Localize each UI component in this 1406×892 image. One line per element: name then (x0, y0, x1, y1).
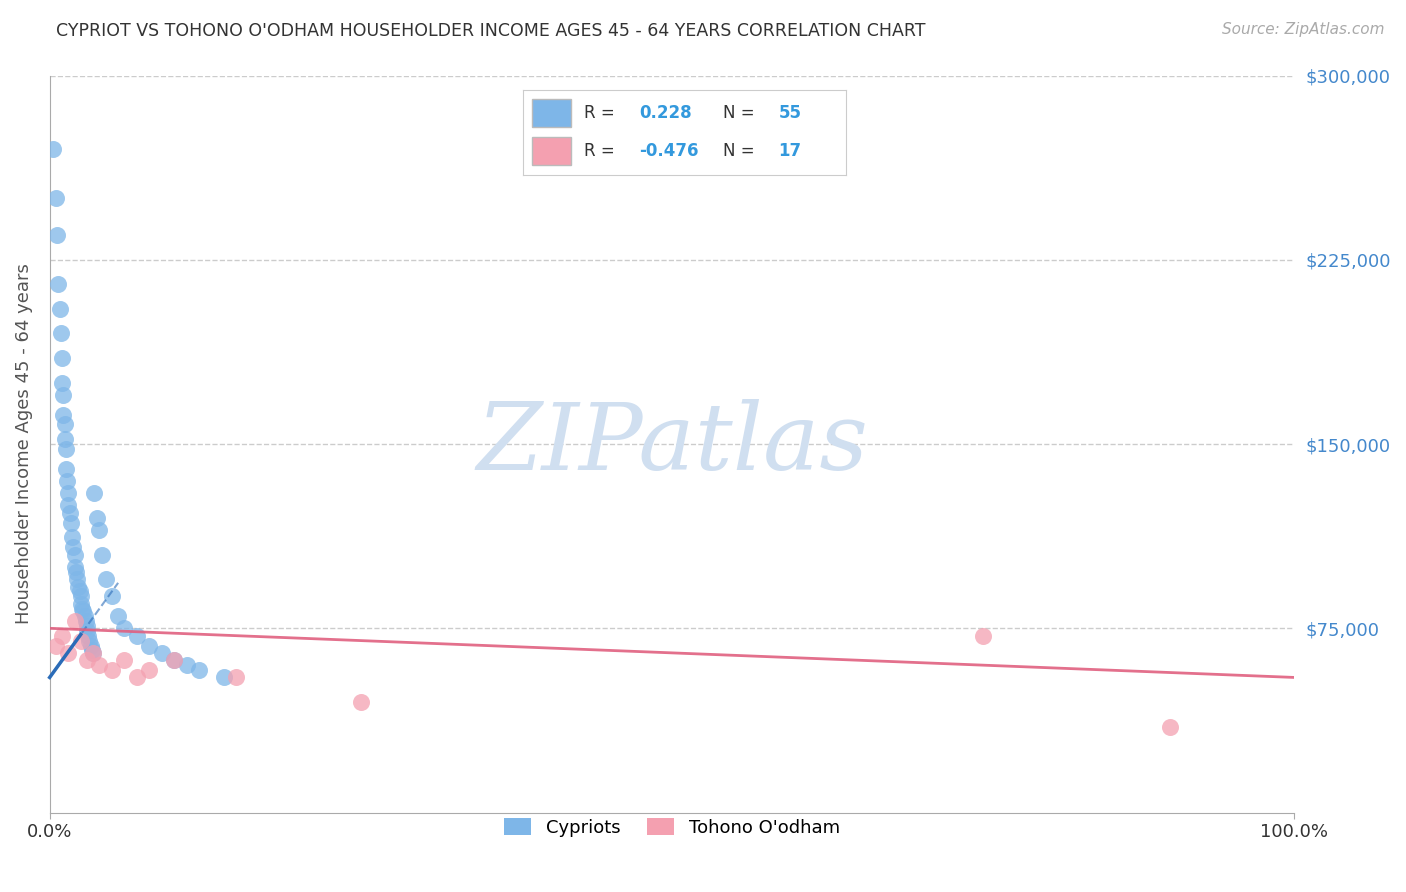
Point (65, 565, 87, 579)
Point (59, 516, 82, 530)
Point (58, 506, 80, 520)
Point (101, 663, 124, 677)
Point (79, 633, 101, 648)
Point (125, 670, 148, 684)
Point (350, 695, 373, 709)
Point (69, 633, 91, 648)
Point (112, 653, 135, 667)
Point (63, 614, 86, 628)
Point (112, 621, 135, 635)
Point (73, 609, 96, 624)
Point (89, 658, 111, 673)
Point (53, 432, 76, 446)
Point (188, 663, 211, 677)
Point (55, 461, 77, 475)
Point (72, 604, 94, 618)
Point (75, 614, 97, 628)
Point (76, 619, 98, 633)
Point (82, 646, 104, 660)
Point (76, 653, 98, 667)
Point (63, 548, 86, 562)
Point (125, 629, 148, 643)
Point (53, 417, 76, 432)
Point (163, 653, 186, 667)
Point (163, 653, 186, 667)
Point (91, 548, 114, 562)
Point (52, 408, 75, 422)
Point (82, 646, 104, 660)
Point (176, 658, 198, 673)
Point (49, 326, 72, 341)
Point (67, 580, 90, 594)
Point (52, 388, 75, 402)
Point (58, 499, 80, 513)
Text: ZIPatlas: ZIPatlas (477, 399, 868, 489)
Point (45, 639, 67, 653)
Point (77, 629, 100, 643)
Point (80, 643, 103, 657)
Point (58, 646, 80, 660)
Point (55, 442, 77, 456)
Text: CYPRIOT VS TOHONO O'ODHAM HOUSEHOLDER INCOME AGES 45 - 64 YEARS CORRELATION CHAR: CYPRIOT VS TOHONO O'ODHAM HOUSEHOLDER IN… (56, 22, 925, 40)
Point (69, 590, 91, 604)
Point (212, 670, 235, 684)
Point (56, 474, 79, 488)
Point (76, 624, 98, 638)
Text: Source: ZipAtlas.com: Source: ZipAtlas.com (1222, 22, 1385, 37)
Point (107, 609, 129, 624)
Point (1159, 720, 1181, 734)
Point (63, 560, 86, 574)
Y-axis label: Householder Income Ages 45 - 64 years: Householder Income Ages 45 - 64 years (15, 264, 32, 624)
Point (972, 629, 994, 643)
Point (48, 301, 70, 316)
Point (70, 601, 93, 615)
Point (83, 486, 105, 500)
Point (225, 670, 247, 684)
Point (66, 572, 89, 586)
Point (69, 584, 91, 599)
Point (150, 646, 173, 660)
Point (62, 540, 84, 554)
Point (138, 639, 160, 653)
Point (42, 142, 65, 156)
Point (48, 277, 70, 292)
Point (89, 523, 111, 537)
Point (51, 376, 73, 390)
Point (60, 530, 83, 544)
Legend: Cypriots, Tohono O'odham: Cypriots, Tohono O'odham (496, 811, 848, 844)
Point (94, 572, 117, 586)
Point (58, 486, 80, 500)
Point (69, 597, 91, 611)
Point (51, 629, 73, 643)
Point (138, 663, 160, 677)
Point (86, 510, 108, 524)
Point (45, 191, 67, 205)
Point (51, 351, 73, 365)
Point (46, 228, 69, 243)
Point (80, 639, 103, 653)
Point (101, 590, 124, 604)
